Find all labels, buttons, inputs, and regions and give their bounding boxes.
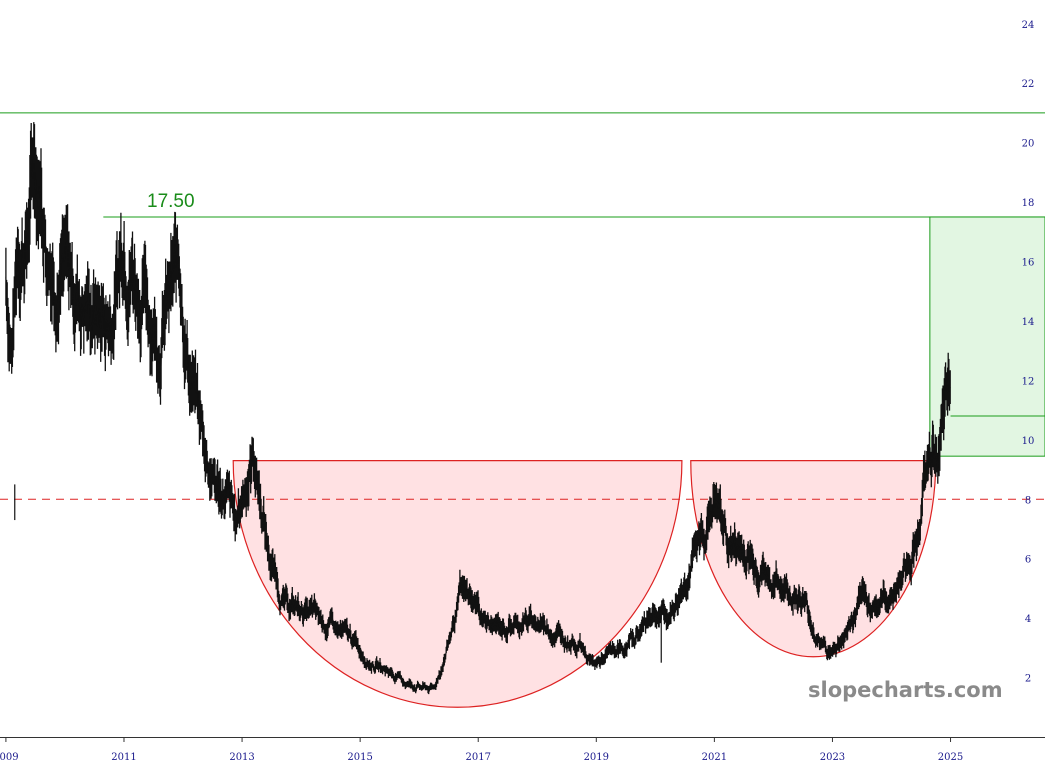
price-line [5,158,951,693]
y-tick-label-10: 10 [1022,436,1035,447]
x-tick-label-2011: 2011 [111,752,136,763]
y-tick-label-6: 6 [1025,555,1031,566]
y-tick-label-12: 12 [1022,376,1035,387]
level-lines [0,112,1045,500]
x-tick-label-2015: 2015 [347,752,372,763]
x-tick-label-2013: 2013 [229,752,254,763]
y-tick-label-2: 2 [1025,674,1031,685]
y-tick-label-16: 16 [1022,258,1035,269]
x-tick-label-2009: 2009 [0,752,19,763]
watermark: slopecharts.com [808,678,1003,702]
y-tick-label-22: 22 [1022,79,1035,90]
x-tick-label-2023: 2023 [820,752,845,763]
y-tick-label-20: 20 [1022,139,1035,150]
x-tick-label-2021: 2021 [702,752,727,763]
level-label-17-50: 17.50 [147,191,195,212]
price-series [5,122,951,695]
y-tick-label-8: 8 [1025,495,1031,506]
y-tick-label-18: 18 [1022,198,1035,209]
x-tick-label-2025: 2025 [938,752,963,763]
target-box [929,216,1045,457]
y-tick-label-24: 24 [1022,20,1035,31]
x-tick-label-2019: 2019 [584,752,609,763]
x-axis-ticks: 2009 2011 2013 2015 2017 2019 2021 2023 2025 [0,737,963,763]
x-tick-label-2017: 2017 [465,752,490,763]
y-tick-label-14: 14 [1022,317,1035,328]
y-tick-label-4: 4 [1025,614,1031,625]
